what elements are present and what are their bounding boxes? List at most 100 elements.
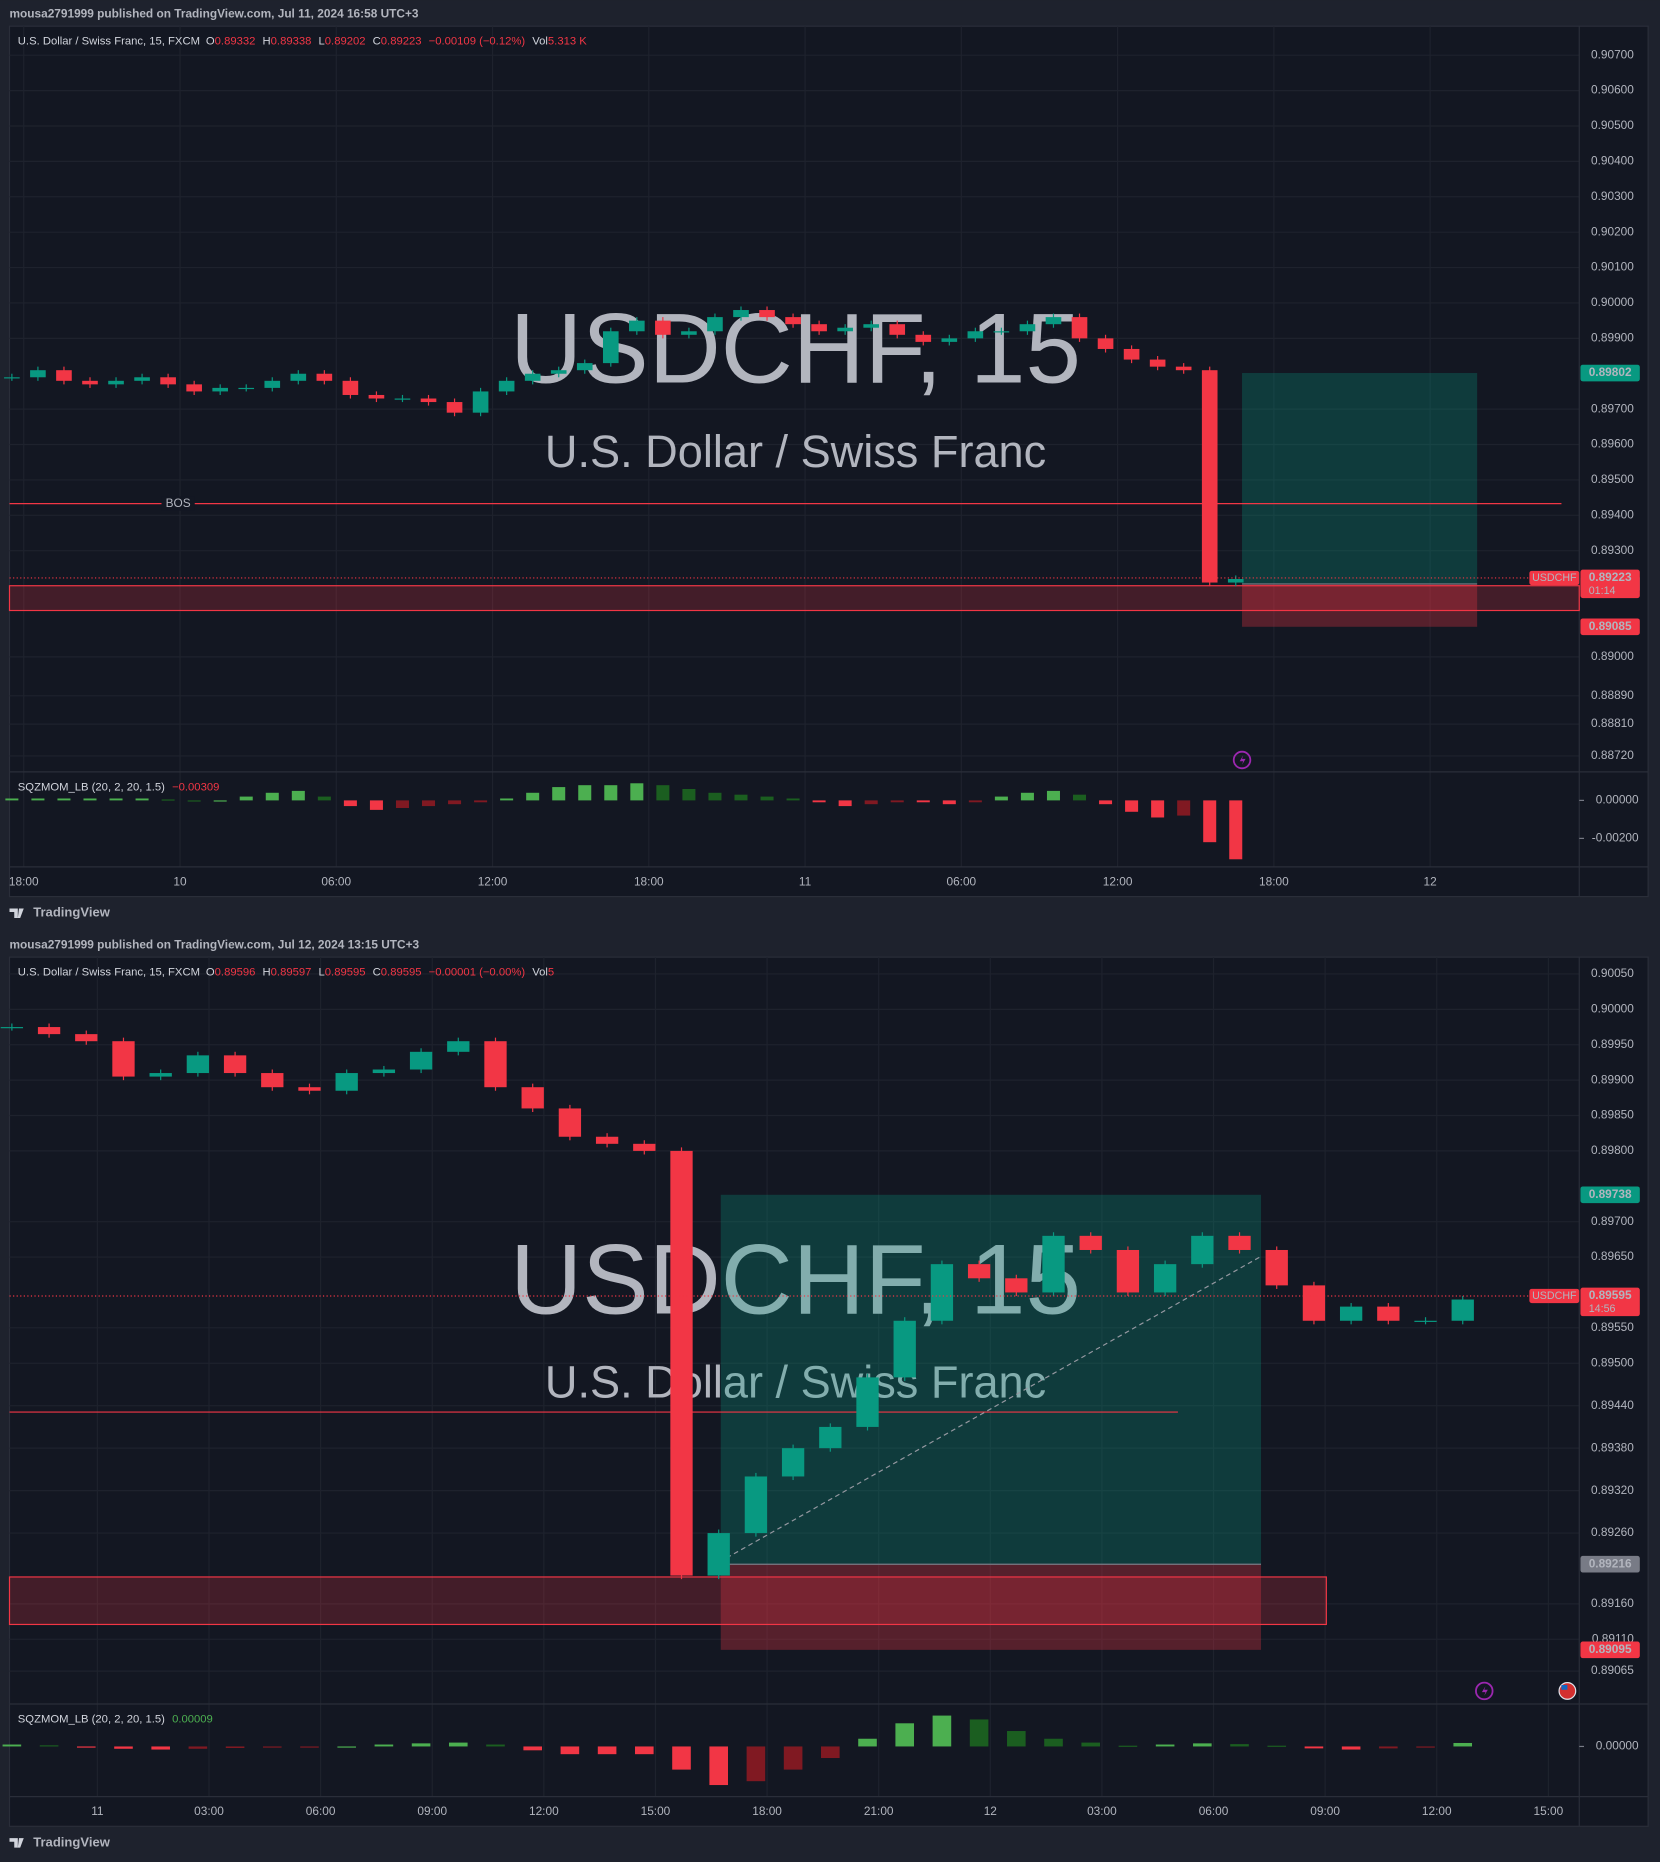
momentum-bar	[734, 794, 748, 801]
candle	[186, 1055, 210, 1074]
candle	[261, 1073, 284, 1088]
change: −0.00001 (−0.00%)	[429, 967, 526, 979]
publisher-line: mousa2791999 published on TradingView.co…	[9, 937, 419, 951]
candle	[785, 317, 801, 325]
indicator-tick-label: 0.00000	[1596, 793, 1639, 807]
time-label: 12	[984, 1804, 997, 1818]
candle	[290, 373, 307, 381]
candle	[707, 317, 723, 332]
ohlc-key: H	[263, 36, 271, 48]
momentum-bar	[1177, 800, 1191, 816]
candle	[837, 327, 853, 332]
momentum-bar	[635, 1746, 654, 1755]
candle	[75, 1034, 98, 1042]
momentum-bar	[1379, 1746, 1398, 1749]
last-price-badge-bg	[1580, 1287, 1640, 1317]
candle	[1153, 1264, 1177, 1293]
take-profit-badge-bg	[1580, 1186, 1640, 1204]
symbol-legend: U.S. Dollar / Swiss Franc, 15, FXCM O0.89…	[18, 967, 554, 979]
momentum-bar	[239, 796, 253, 801]
time-label: 18:00	[9, 874, 39, 888]
watermark-symbol: USDCHF, 15	[510, 294, 1081, 405]
candle	[30, 370, 46, 378]
ohlc-key: L	[319, 36, 325, 48]
entry-badge: 0.89216	[1589, 1556, 1632, 1570]
price-tick-label: 0.89900	[1591, 1072, 1634, 1086]
candle	[930, 1264, 954, 1321]
time-label: 15:00	[641, 1804, 671, 1818]
momentum-bar	[39, 1745, 59, 1747]
chart-panel	[8, 956, 1649, 1827]
candle	[446, 402, 463, 413]
candle	[602, 331, 619, 364]
candle	[223, 1055, 247, 1074]
time-label: 12:00	[478, 874, 508, 888]
symbol-name: U.S. Dollar / Swiss Franc, 15, FXCM	[18, 36, 200, 48]
time-label: 03:00	[1087, 1804, 1117, 1818]
candle	[484, 1041, 507, 1088]
time-label: 12:00	[529, 1804, 559, 1818]
candle	[733, 310, 749, 318]
price-tick-label: 0.89600	[1591, 437, 1634, 451]
indicator-tick-label: -0.00200	[1592, 831, 1639, 845]
indicator-title: SQZMOM_LB (20, 2, 20, 1.5)	[18, 1713, 165, 1725]
momentum-bar	[151, 1746, 170, 1750]
publisher-line: mousa2791999 published on TradingView.co…	[9, 6, 418, 20]
candle	[1201, 370, 1218, 583]
momentum-bar	[1007, 1731, 1026, 1747]
watermark-symbol: USDCHF, 15	[510, 1225, 1081, 1336]
candle	[759, 310, 775, 318]
price-tick-label: 0.89950	[1591, 1037, 1634, 1051]
time-label: 11	[799, 874, 812, 888]
candle	[0, 1027, 24, 1029]
momentum-bar	[486, 1744, 505, 1747]
momentum-bar	[838, 800, 852, 807]
price-tick-label: 0.89500	[1591, 472, 1634, 486]
time-label: 10	[173, 874, 187, 888]
momentum-bar	[1304, 1746, 1324, 1749]
time-label: 21:00	[864, 1804, 894, 1818]
price-tick-label: 0.89440	[1591, 1398, 1634, 1412]
momentum-bar	[890, 800, 904, 803]
symbol-tag: USDCHF	[1532, 572, 1577, 584]
candle	[335, 1073, 358, 1091]
momentum-bar	[1453, 1742, 1473, 1747]
momentum-bar	[1020, 792, 1034, 801]
price-tick-label: 0.89160	[1591, 1596, 1634, 1610]
ohlc-key: O	[206, 36, 215, 48]
momentum-bar	[135, 798, 149, 801]
candle	[1149, 359, 1166, 367]
momentum-bar	[1118, 1745, 1138, 1747]
price-tick-label: 0.90050	[1591, 966, 1634, 980]
alert-icon	[1475, 1681, 1494, 1701]
momentum-bar	[969, 1719, 989, 1747]
volume-key: Vol	[532, 967, 548, 979]
candle	[149, 1073, 172, 1077]
momentum-bar	[300, 1746, 319, 1748]
indicator-value: 0.00009	[172, 1713, 213, 1725]
candle	[134, 377, 150, 381]
time-label: 11	[91, 1804, 104, 1818]
candle	[409, 1051, 433, 1070]
candle	[1005, 1278, 1028, 1293]
momentum-bar	[1046, 790, 1060, 801]
candle	[1302, 1285, 1326, 1321]
last-price-badge: 0.89595	[1589, 1288, 1632, 1302]
momentum-bar	[500, 798, 514, 801]
candle	[595, 1136, 619, 1144]
momentum-bar	[1229, 800, 1243, 860]
candle	[1045, 317, 1062, 325]
momentum-bar	[597, 1746, 617, 1755]
momentum-bar	[812, 800, 826, 803]
momentum-bar	[187, 800, 201, 802]
symbol-tag-bg	[1529, 570, 1580, 586]
candle	[112, 1041, 135, 1077]
ohlc-key: O	[206, 967, 215, 979]
momentum-bar	[448, 800, 462, 805]
candle	[1079, 1235, 1102, 1250]
momentum-bar	[916, 800, 930, 803]
candle	[941, 338, 958, 342]
loss-zone	[1242, 583, 1478, 627]
candle	[1227, 579, 1244, 583]
ohlc-key: C	[373, 36, 381, 48]
